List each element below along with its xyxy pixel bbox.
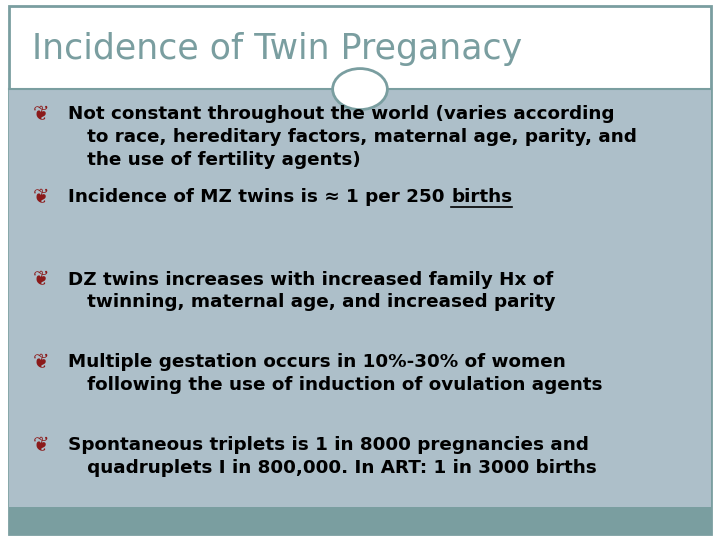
Bar (9, 507, 711, 534)
Text: Multiple gestation occurs in 10%-30% of women
   following the use of induction : Multiple gestation occurs in 10%-30% of … (68, 353, 603, 394)
Text: Spontaneous triplets is 1 in 8000 pregnancies and
   quadruplets I in 800,000. I: Spontaneous triplets is 1 in 8000 pregna… (68, 436, 597, 477)
Text: ❦: ❦ (32, 353, 49, 372)
Text: ❦: ❦ (32, 188, 49, 207)
Circle shape (333, 69, 387, 110)
Bar (9, 89, 711, 507)
Text: ❦: ❦ (32, 105, 49, 124)
Text: Incidence of MZ twins is ≈ 1 per 250: Incidence of MZ twins is ≈ 1 per 250 (68, 188, 451, 206)
Text: DZ twins increases with increased family Hx of
   twinning, maternal age, and in: DZ twins increases with increased family… (68, 271, 556, 312)
Text: Not constant throughout the world (varies according
   to race, hereditary facto: Not constant throughout the world (varie… (68, 105, 637, 169)
Text: ❦: ❦ (32, 271, 49, 289)
Text: births: births (451, 188, 513, 206)
Text: Incidence of Twin Preganacy: Incidence of Twin Preganacy (32, 32, 523, 65)
Text: ❦: ❦ (32, 436, 49, 455)
